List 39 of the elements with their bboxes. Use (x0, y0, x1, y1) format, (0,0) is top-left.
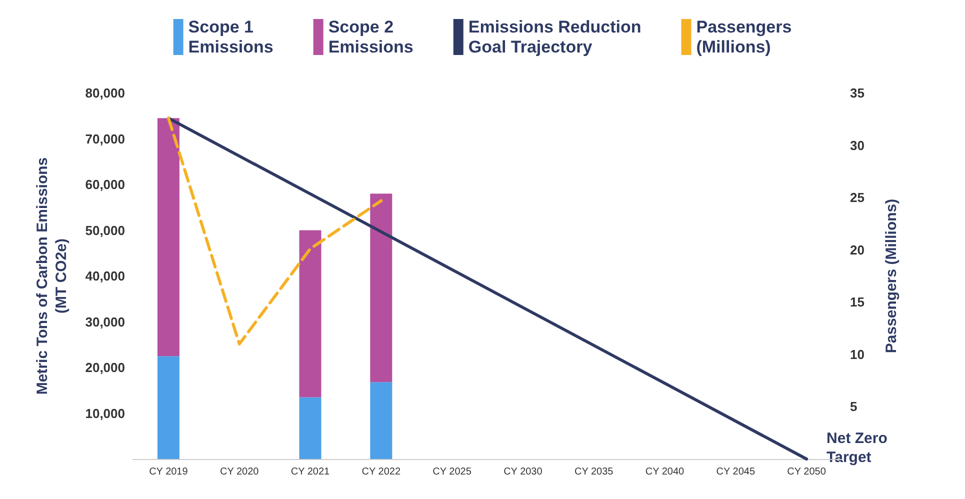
y2-tick-label: 10 (850, 346, 864, 362)
x-tick-label: CY 2035 (574, 466, 614, 478)
y-tick-label: 50,000 (85, 222, 125, 238)
y2-tick-label: 25 (850, 190, 864, 206)
y-tick-label: 20,000 (85, 360, 125, 375)
x-tick-label: CY 2045 (716, 466, 756, 478)
x-tick-label: CY 2019 (149, 466, 188, 478)
y-tick-label: 80,000 (85, 86, 125, 100)
y-axis-title: Metric Tons of Carbon Emissions (MT CO2e) (34, 157, 70, 395)
y-tick-label: 40,000 (85, 268, 125, 284)
x-tick-label: CY 2040 (645, 466, 685, 478)
y-tick-label: 60,000 (85, 177, 125, 192)
y2-tick-label: 20 (850, 242, 864, 258)
bar (157, 356, 180, 459)
line-series (166, 116, 383, 346)
legend-label: Emissions Reduction Goal Trajectory (468, 18, 642, 56)
y2-tick-label: 30 (850, 138, 864, 153)
bar (370, 194, 392, 382)
y-tick-label: 70,000 (85, 131, 125, 146)
y2-axis-title: Passengers (Millions) (883, 198, 900, 354)
bar (157, 118, 180, 356)
bar (299, 230, 322, 398)
y2-tick-label: 15 (850, 294, 864, 310)
x-tick-label: CY 2050 (787, 466, 826, 478)
y-tick-label: 30,000 (85, 314, 125, 330)
x-tick-label: CY 2020 (220, 466, 260, 478)
bar (299, 397, 322, 459)
bar (370, 382, 392, 459)
legend-label: Passengers (Millions) (696, 18, 792, 56)
annotation: Net Zero Target (826, 430, 888, 466)
x-tick-label: CY 2021 (290, 466, 330, 478)
legend-label: Scope 2 Emissions (328, 18, 414, 56)
y2-tick-label: 35 (850, 86, 864, 100)
y2-tick-label: 5 (850, 399, 858, 414)
legend-label: Scope 1 Emissions (188, 18, 274, 56)
y-tick-label: 10,000 (85, 406, 125, 421)
x-tick-label: CY 2030 (504, 466, 543, 478)
x-tick-label: CY 2025 (432, 466, 472, 478)
x-tick-label: CY 2022 (362, 466, 401, 478)
